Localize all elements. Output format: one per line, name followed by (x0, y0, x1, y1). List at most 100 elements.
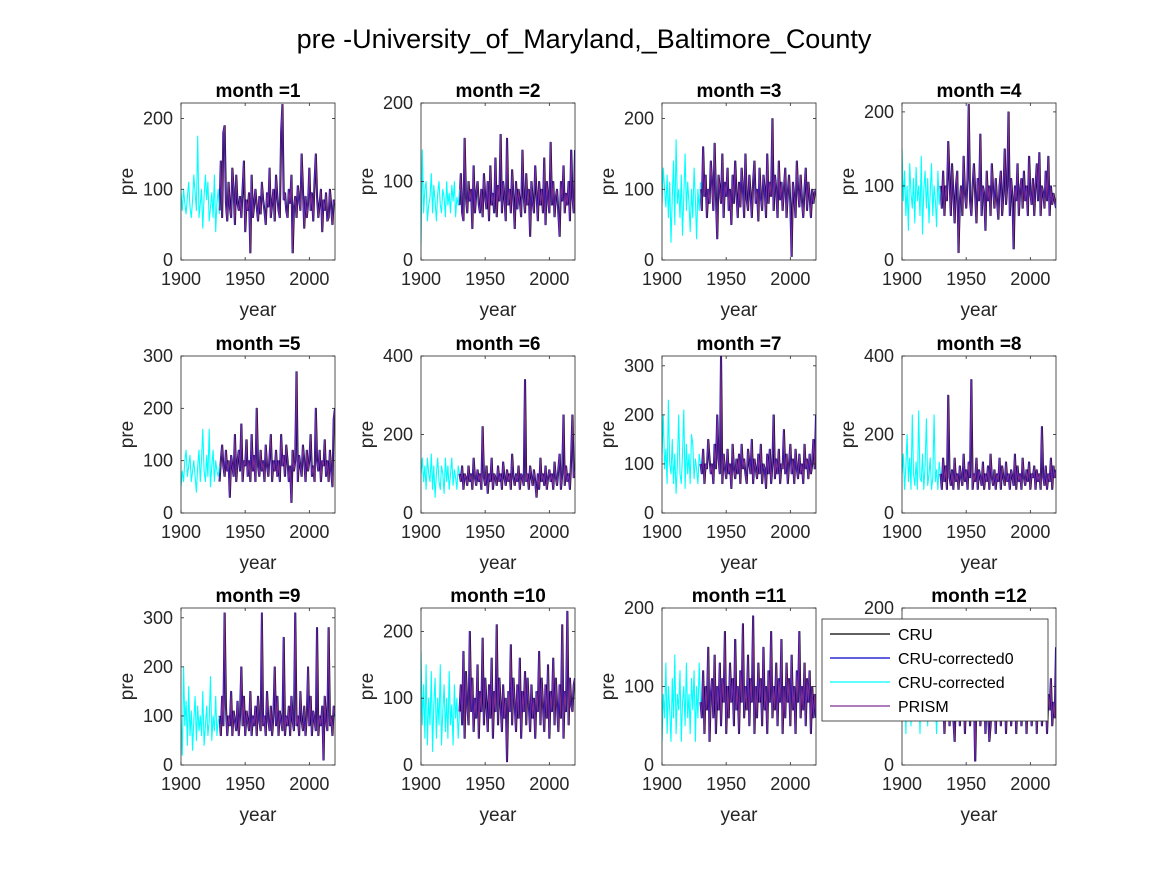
subplot-8: 1900 1950 2000 0 200 400 month =8 year pre (838, 334, 1057, 574)
x-tick-label: 1900 (161, 269, 201, 289)
series-group (662, 356, 816, 494)
legend[interactable]: CRU CRU-corrected0 CRU-corrected PRISM (821, 618, 1049, 722)
y-axis-label: pre (117, 673, 138, 700)
x-tick-label: 1950 (465, 269, 505, 289)
subplot-4: 1900 1950 2000 0 100 200 month =4 year pre (838, 81, 1057, 321)
x-tick-label: 1900 (401, 522, 441, 542)
subplot-title: month =2 (456, 81, 541, 102)
y-tick-label: 100 (624, 179, 654, 199)
x-tick-label: 1950 (946, 269, 986, 289)
series-prism-line (459, 379, 575, 498)
y-tick-label: 200 (624, 405, 654, 425)
y-tick-label: 100 (864, 176, 894, 196)
x-tick-label: 1950 (706, 522, 746, 542)
subplot-7: 1900 1950 2000 0 100 200 300 month =7 year pre (598, 334, 817, 574)
series-group (421, 610, 575, 763)
legend-label: CRU-corrected (898, 675, 1005, 692)
x-tick-label: 1950 (225, 522, 265, 542)
legend-item: CRU-corrected0 (830, 651, 1014, 668)
subplot-2: 1900 1950 2000 0 100 200 month =2 year pre (357, 81, 576, 321)
y-tick-label: 100 (383, 688, 413, 708)
series-cru-corrected-line (662, 654, 702, 743)
series-cru-line (459, 610, 575, 763)
y-tick-label: 0 (884, 503, 894, 523)
x-tick-label: 1950 (465, 774, 505, 794)
series-group (902, 379, 1056, 490)
y-tick-label: 0 (163, 250, 173, 270)
plot-area (662, 356, 816, 513)
x-tick-label: 1950 (225, 269, 265, 289)
y-tick-label: 0 (644, 250, 654, 270)
x-tick-label: 2000 (770, 269, 810, 289)
subplot-3: 1900 1950 2000 0 100 200 month =3 year pre (598, 81, 817, 321)
series-cru-corrected-line (181, 666, 221, 756)
series-cru-line (700, 356, 816, 489)
y-axis-label: pre (357, 421, 378, 448)
series-group (181, 103, 335, 254)
series-prism-line (940, 379, 1056, 490)
series-prism-line (700, 356, 816, 489)
subplot-title: month =3 (697, 81, 782, 102)
y-tick-label: 400 (383, 346, 413, 366)
subplot-11: 1900 1950 2000 0 100 200 month =11 year pre (598, 586, 817, 826)
y-tick-label: 0 (644, 503, 654, 523)
y-tick-label: 200 (624, 109, 654, 129)
legend-item: CRU-corrected (830, 675, 1005, 692)
figure-title: pre -University_of_Maryland,_Baltimore_C… (297, 24, 872, 54)
y-tick-label: 200 (624, 598, 654, 618)
series-group (421, 379, 575, 498)
x-tick-label: 2000 (529, 269, 569, 289)
axes-frame (661, 102, 817, 261)
x-tick-label: 1950 (225, 774, 265, 794)
series-group (421, 133, 575, 245)
series-cru-corrected-line (421, 149, 461, 245)
series-prism-line (700, 615, 816, 742)
series-group (662, 118, 816, 257)
subplot-title: month =1 (216, 81, 301, 102)
series-cru-corrected-line (181, 135, 221, 233)
series-cru-corrected-line (421, 453, 461, 498)
x-tick-label: 2000 (1010, 269, 1050, 289)
x-tick-label: 1900 (642, 269, 682, 289)
axes-frame (180, 607, 336, 766)
x-tick-label: 1900 (642, 774, 682, 794)
series-prism-line (700, 118, 816, 257)
subplot-title: month =9 (216, 586, 301, 607)
subplot-title: month =8 (937, 334, 1022, 355)
series-cru-corrected-line (421, 651, 461, 753)
y-tick-label: 100 (624, 454, 654, 474)
axes-frame (420, 607, 576, 766)
y-tick-label: 200 (864, 425, 894, 445)
x-tick-label: 1900 (401, 774, 441, 794)
y-axis-label: pre (838, 421, 859, 448)
y-tick-label: 0 (884, 250, 894, 270)
subplot-5: 1900 1950 2000 0 100 200 300 month =5 year pre (117, 334, 336, 574)
series-cru-line (459, 133, 575, 237)
x-tick-label: 2000 (1010, 522, 1050, 542)
x-tick-label: 1950 (706, 269, 746, 289)
series-cru-corrected-line (902, 148, 942, 235)
y-axis-label: pre (357, 673, 378, 700)
x-axis-label: year (240, 300, 278, 321)
series-cru-corrected-line (662, 399, 702, 494)
series-prism-line (459, 610, 575, 763)
legend-item: PRISM (830, 699, 949, 716)
x-tick-label: 1950 (465, 522, 505, 542)
y-axis-label: pre (117, 421, 138, 448)
series-group (902, 104, 1056, 254)
series-cru-corrected-line (902, 410, 942, 490)
subplot-6: 1900 1950 2000 0 200 400 month =6 year pre (357, 334, 576, 574)
y-tick-label: 200 (864, 598, 894, 618)
x-tick-label: 2000 (770, 774, 810, 794)
x-tick-label: 1950 (946, 522, 986, 542)
y-tick-label: 100 (624, 677, 654, 697)
y-tick-label: 0 (884, 755, 894, 775)
y-tick-label: 200 (143, 657, 173, 677)
x-axis-label: year (961, 300, 999, 321)
series-prism-line (219, 103, 335, 254)
x-tick-label: 1900 (882, 269, 922, 289)
y-axis-label: pre (357, 168, 378, 195)
y-tick-label: 200 (864, 102, 894, 122)
plot-area (902, 356, 1056, 513)
x-tick-label: 2000 (1010, 774, 1050, 794)
